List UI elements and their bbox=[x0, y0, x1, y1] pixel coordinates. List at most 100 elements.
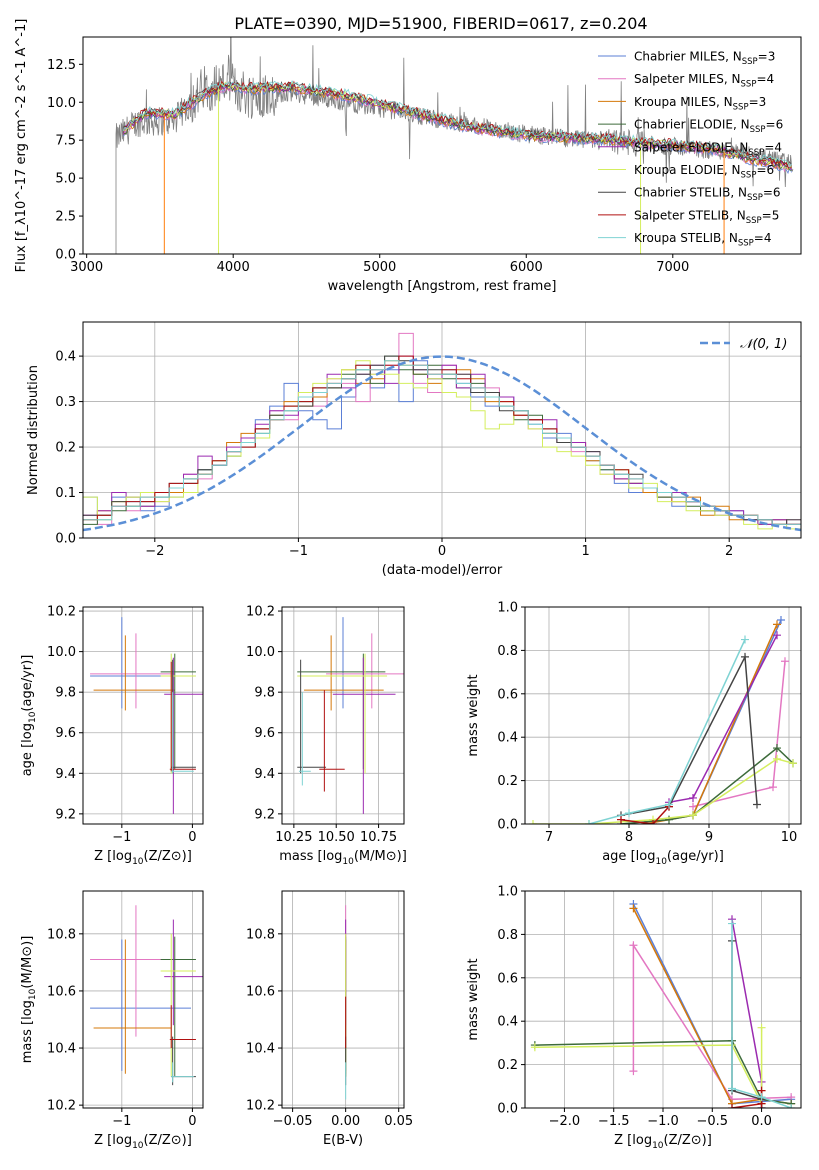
age-mass-axes-xlabel-main: mass [log bbox=[279, 849, 342, 864]
weight-age-marker bbox=[753, 800, 761, 809]
weight-age-marker bbox=[777, 616, 785, 625]
weight-z-axes-xlabel-main: Z [log bbox=[614, 1133, 652, 1148]
weight-z-axes-ytick-label: 1.0 bbox=[497, 885, 518, 900]
weight-z-axes-ytick-label: 0.8 bbox=[497, 928, 518, 943]
residual-histogram-step bbox=[83, 360, 801, 538]
residual-axes-ytick-label: 0.0 bbox=[55, 532, 76, 547]
age-z-axes-frame bbox=[82, 606, 204, 825]
age-mass-axes-ytick-label: 9.4 bbox=[254, 767, 275, 782]
mass-z-axes-ylabel-main: mass [log bbox=[20, 1000, 35, 1063]
weight-z-axes-xlabel-sub: 10 bbox=[652, 1141, 664, 1151]
age-z-axes-ylabel-sub: 10 bbox=[28, 711, 38, 723]
mass-z-axes-xlabel: Z [log10(Z/Z⊙)] bbox=[94, 1133, 192, 1151]
legend-label: Chabrier MILES, NSSP=3 bbox=[634, 50, 775, 68]
weight-z-marker bbox=[728, 919, 736, 928]
legend-label: Salpeter MILES, NSSP=4 bbox=[634, 72, 774, 90]
weight-z-marker bbox=[757, 1023, 766, 1032]
legend-label: Salpeter STELIB, NSSP=5 bbox=[634, 208, 779, 226]
weight-age-marker bbox=[665, 800, 673, 809]
spectrum-axes-xlabel: wavelength [Angstrom, rest frame] bbox=[328, 279, 557, 294]
residual-axes-xtick-label: −1 bbox=[289, 544, 308, 559]
weight-age-axes-xtick-label: 10 bbox=[781, 830, 798, 845]
spectrum-axes-xtick-label: 4000 bbox=[217, 260, 250, 275]
age-mass-axes-ytick-label: 9.8 bbox=[254, 686, 275, 701]
age-mass-axes-xlabel-tail: (M/M⊙)] bbox=[354, 849, 407, 864]
weight-z-axes-xlabel-tail: (Z/Z⊙)] bbox=[664, 1133, 712, 1148]
legend-label-main: Salpeter STELIB, N bbox=[634, 208, 746, 222]
mass-ebv-axes: −0.05 0.00 0.05 10.2 10.4 10.6 10.8 E(B-V) bbox=[246, 890, 413, 1148]
residual-axes-ytick-label: 0.1 bbox=[55, 486, 76, 501]
legend-label-sub: SSP bbox=[746, 216, 762, 226]
mass-ebv-axes-xtick-label: 0.00 bbox=[331, 1114, 360, 1129]
weight-z-axes-xlabel: Z [log10(Z/Z⊙)] bbox=[614, 1133, 712, 1151]
age-z-axes-ytick-label: 10.0 bbox=[47, 645, 76, 660]
legend-label-tail: =3 bbox=[749, 95, 767, 109]
weight-z-line bbox=[731, 923, 792, 1108]
age-mass-axes: 10.25 10.50 10.75 9.2 9.4 9.6 9.8 10.0 10.2 mass … bbox=[246, 605, 407, 867]
mass-z-axes-frame bbox=[82, 890, 204, 1109]
gaussian-curve bbox=[83, 355, 801, 532]
residual-axes-plot-area bbox=[83, 332, 801, 538]
mass-z-axes-ytick-label: 10.2 bbox=[47, 1099, 76, 1114]
weight-age-axes-plot-area bbox=[529, 616, 797, 824]
legend-label: Chabrier ELODIE, NSSP=6 bbox=[634, 118, 783, 136]
weight-age-line bbox=[620, 654, 758, 817]
age-mass-axes-xtick-label: 10.75 bbox=[360, 830, 397, 845]
weight-age-marker bbox=[665, 815, 673, 824]
age-z-axes-grid bbox=[83, 607, 203, 824]
spectrum-axes-ytick-label: 10.0 bbox=[47, 96, 76, 111]
weight-age-marker bbox=[781, 657, 789, 666]
age-z-axes-ylabel-main: age [log bbox=[20, 723, 35, 776]
legend-label: Salpeter ELODIE, NSSP=4 bbox=[634, 140, 782, 158]
weight-z-axes-ytick-label: 0.6 bbox=[497, 971, 518, 986]
residual-axes-xtick-label: 1 bbox=[581, 544, 589, 559]
weight-z-marker bbox=[787, 1104, 796, 1108]
mass-z-axes-xtick-label: −1 bbox=[112, 1114, 131, 1129]
legend-label: Kroupa ELODIE, NSSP=6 bbox=[634, 163, 774, 181]
age-z-axes-ytick-label: 9.8 bbox=[55, 686, 76, 701]
legend-label-main: Chabrier ELODIE, N bbox=[634, 118, 750, 132]
spectrum-model-line bbox=[123, 81, 792, 169]
weight-z-axes: −2.0 −1.5 −1.0 −0.5 0.0 0.0 0.2 0.4 0.6 0.8 1.0 Z [… bbox=[466, 885, 802, 1151]
mass-z-axes-grid bbox=[83, 891, 203, 1108]
weight-age-line bbox=[533, 758, 794, 824]
age-mass-axes-ytick-label: 10.0 bbox=[246, 645, 275, 660]
legend-label-tail: =4 bbox=[754, 231, 772, 245]
weight-age-marker bbox=[649, 820, 657, 824]
age-z-axes-ylabel-tail: (age/yr)] bbox=[20, 655, 35, 712]
legend-label-tail: =6 bbox=[756, 163, 774, 177]
legend-label-sub: SSP bbox=[741, 171, 757, 181]
mass-z-axes-xlabel-sub: 10 bbox=[132, 1141, 144, 1151]
weight-age-axes-frame bbox=[524, 606, 802, 825]
spectrum-observed-line bbox=[115, 37, 794, 254]
weight-z-axes-xtick-label: −0.5 bbox=[696, 1114, 728, 1129]
weight-age-axes-ylabel: mass weight bbox=[466, 674, 481, 756]
mass-ebv-axes-xtick-label: −0.05 bbox=[273, 1114, 313, 1129]
weight-z-marker bbox=[530, 1043, 539, 1052]
residual-axes: −2 −1 0 1 2 0.0 0.1 0.2 0.3 0.4 (data-model)/error… bbox=[26, 321, 802, 578]
legend-label: Kroupa STELIB, NSSP=4 bbox=[634, 231, 772, 249]
weight-age-marker bbox=[625, 809, 633, 818]
mass-z-axes-ylabel-tail: (M/M⊙)] bbox=[20, 936, 35, 989]
age-z-axes-ylabel: age [log10(age/yr)] bbox=[20, 655, 38, 777]
weight-age-axes-xlabel-tail: (age/yr)] bbox=[667, 849, 724, 864]
legend-label: Chabrier STELIB, NSSP=6 bbox=[634, 186, 781, 204]
weight-age-marker bbox=[529, 820, 537, 824]
legend-label-tail: =4 bbox=[756, 72, 774, 86]
weight-z-axes-ytick-label: 0.4 bbox=[497, 1015, 518, 1030]
legend-label-sub: SSP bbox=[738, 239, 754, 249]
weight-z-marker bbox=[629, 904, 638, 913]
age-z-axes-ytick-label: 9.6 bbox=[55, 726, 76, 741]
weight-z-marker bbox=[728, 1104, 736, 1108]
spectrum-axes-xtick-label: 7000 bbox=[656, 260, 689, 275]
mass-ebv-axes-frame bbox=[281, 890, 405, 1109]
weight-z-axes-ytick-label: 0.2 bbox=[497, 1058, 518, 1073]
legend-label-tail: =5 bbox=[762, 208, 780, 222]
weight-age-axes-xtick-label: 7 bbox=[545, 830, 553, 845]
weight-z-line bbox=[731, 919, 763, 1108]
weight-age-marker bbox=[689, 811, 697, 820]
weight-z-axes-plot-area bbox=[530, 900, 796, 1108]
weight-age-marker bbox=[689, 802, 697, 811]
residual-axes-ytick-label: 0.3 bbox=[55, 395, 76, 410]
